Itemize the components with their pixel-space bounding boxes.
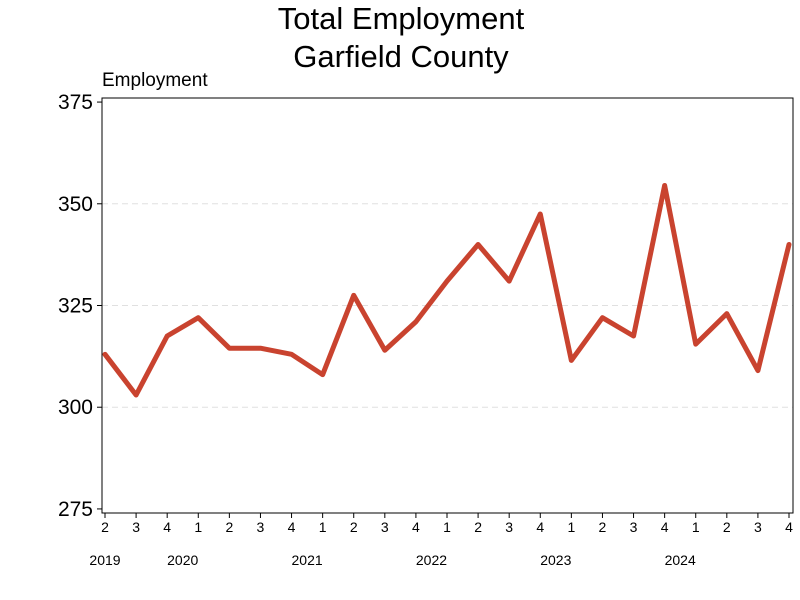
x-tick-label: 2 (225, 519, 233, 535)
x-tick-label: 1 (443, 519, 451, 535)
x-tick-label: 3 (754, 519, 762, 535)
data-point (693, 342, 698, 347)
chart-title-line-1: Total Employment (278, 1, 525, 36)
data-point (600, 315, 605, 320)
x-year-label: 2023 (540, 552, 571, 568)
x-tick-label: 3 (381, 519, 389, 535)
x-tick-label: 4 (536, 519, 544, 535)
data-point (289, 352, 294, 357)
data-point (134, 393, 139, 398)
x-tick-label: 4 (288, 519, 296, 535)
data-point (227, 346, 232, 351)
y-tick-label: 350 (58, 193, 93, 216)
x-axis: 2 3 4 1 2 3 4 1 2 3 4 1 2 3 4 1 2 3 4 1 2 3 4 2019 2020 2021 2022 2… (89, 513, 793, 568)
x-tick-label: 2 (599, 519, 607, 535)
x-tick-label: 3 (505, 519, 513, 535)
data-point (103, 352, 107, 357)
x-tick-label: 4 (412, 519, 420, 535)
series-layer (102, 182, 792, 398)
x-tick-label: 1 (567, 519, 575, 535)
data-point (445, 279, 449, 284)
x-tick-label: 4 (785, 519, 793, 535)
x-year-label: 2024 (665, 552, 696, 568)
data-point (165, 334, 170, 339)
x-year-label: 2021 (292, 552, 323, 568)
x-year-label: 2022 (416, 552, 447, 568)
chart-title-line-2: Garfield County (293, 39, 509, 74)
y-tick-label: 300 (58, 396, 93, 419)
data-point (724, 311, 729, 316)
y-axis-label: Employment (102, 70, 208, 91)
data-point (413, 319, 418, 324)
x-tick-label: 3 (132, 519, 140, 535)
x-tick-label: 1 (194, 519, 202, 535)
x-tick-label: 4 (163, 519, 171, 535)
plot-frame (101, 97, 794, 514)
data-point (662, 183, 667, 188)
data-point (538, 211, 543, 216)
y-tick-label: 275 (58, 498, 93, 521)
x-tick-label: 4 (661, 519, 669, 535)
data-point (569, 358, 574, 363)
x-tick-label: 2 (350, 519, 358, 535)
data-point (507, 279, 512, 284)
y-axis: 275 300 325 350 375 (58, 91, 102, 521)
x-tick-label: 2 (723, 519, 731, 535)
gridlines (102, 203, 793, 408)
data-point (631, 334, 636, 339)
x-year-label: 2020 (167, 552, 198, 568)
data-point (351, 293, 356, 298)
x-tick-label: 1 (319, 519, 327, 535)
y-tick-label: 375 (58, 91, 93, 114)
x-year-label: 2019 (89, 552, 120, 568)
data-point (320, 372, 325, 377)
series-line (102, 182, 792, 398)
x-tick-label: 1 (692, 519, 700, 535)
data-point (382, 348, 387, 353)
data-point (196, 315, 201, 320)
y-tick-label: 325 (58, 295, 93, 318)
x-tick-label: 2 (474, 519, 482, 535)
x-tick-label: 3 (257, 519, 265, 535)
data-point (755, 368, 760, 373)
x-tick-label: 3 (630, 519, 638, 535)
data-point (787, 242, 791, 247)
data-point (258, 346, 263, 351)
x-tick-label: 2 (101, 519, 109, 535)
data-point (476, 242, 481, 247)
